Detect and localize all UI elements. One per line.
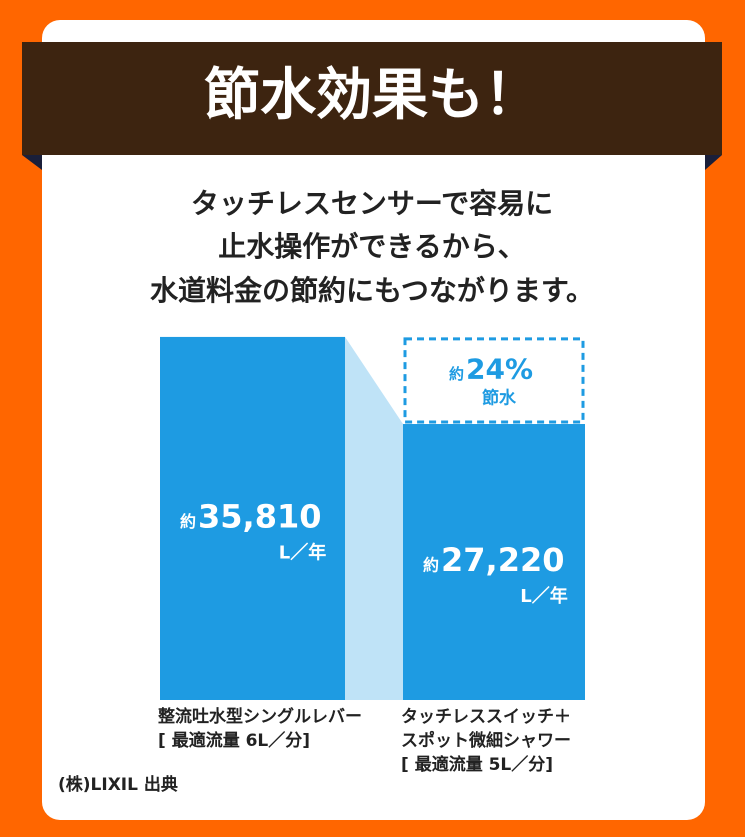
- chart-title: 節水効果も！: [204, 63, 540, 128]
- value-prefix: 約: [423, 556, 439, 575]
- source: (株)LIXIL 出典: [58, 774, 178, 795]
- value-label: 27,220: [441, 541, 564, 579]
- subtitle: 水道料金の節約にもつながります。: [150, 274, 594, 307]
- fold: [22, 155, 42, 170]
- annotation-prefix: 約: [449, 365, 464, 383]
- annotation-value: 24%: [466, 352, 533, 385]
- value-label: 35,810: [198, 497, 321, 535]
- connector: [345, 336, 403, 700]
- bar: [403, 424, 585, 700]
- bar: [160, 336, 345, 700]
- saving-box: [403, 337, 585, 424]
- fold: [705, 155, 722, 170]
- banner: [22, 42, 722, 155]
- annotation-note: 節水: [481, 387, 517, 408]
- value-unit: L／年: [279, 541, 326, 563]
- value-prefix: 約: [180, 512, 196, 531]
- subtitle: 止水操作ができるから、: [218, 230, 525, 263]
- category-label: タッチレススイッチ＋ スポット微細シャワー [ 最適流量 5L／分]: [401, 707, 571, 775]
- subtitle: タッチレスセンサーで容易に: [191, 187, 553, 220]
- value-unit: L／年: [520, 585, 567, 607]
- category-label: 整流吐水型シングルレバー [ 最適流量 6L／分]: [158, 707, 362, 751]
